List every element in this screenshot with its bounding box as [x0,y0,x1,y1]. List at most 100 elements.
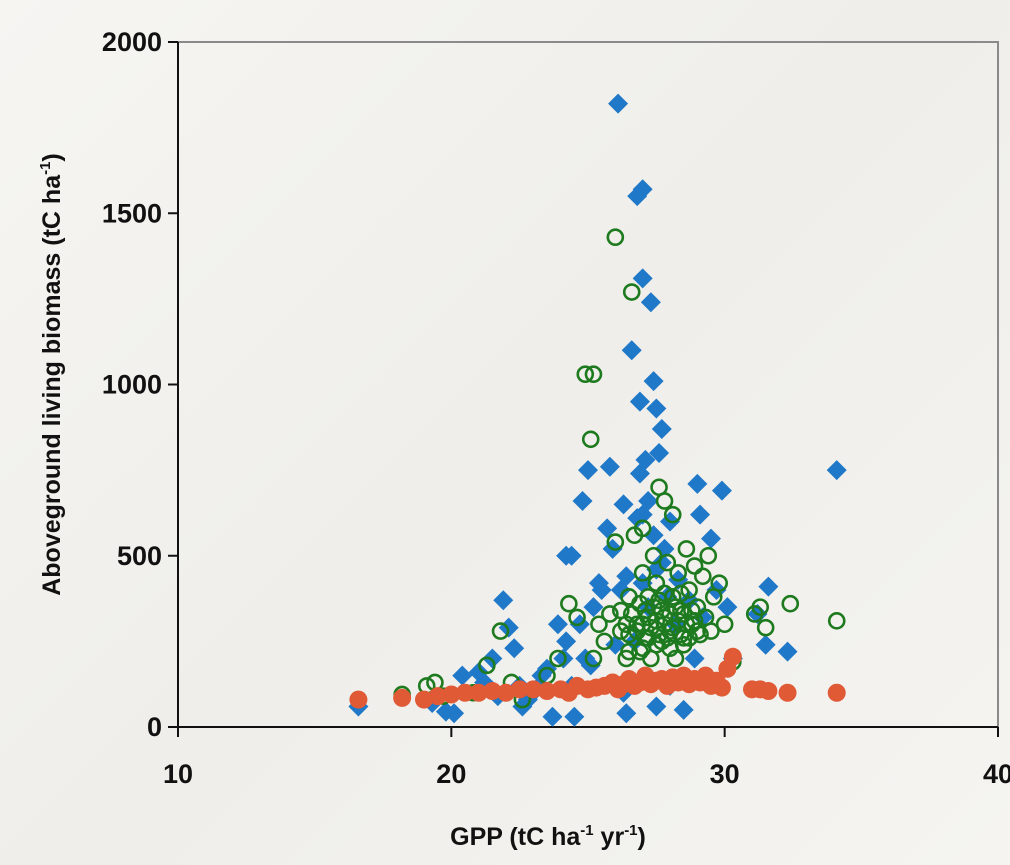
data-point-diamond [553,648,574,669]
data-point-diamond [444,703,465,724]
y-tick-label: 1000 [102,370,162,400]
data-point-diamond [651,419,672,440]
data-point-diamond [629,391,650,412]
data-point-open-circle [655,584,674,603]
data-point-filled-circle [510,680,529,699]
data-point-open-circle [693,567,712,586]
data-point-filled-circle [759,682,778,701]
data-point-diamond [687,473,708,494]
y-tick-label: 0 [147,712,162,742]
data-point-diamond [632,179,653,200]
data-point-open-circle [620,625,638,644]
data-point-diamond [717,597,738,618]
data-point-diamond [556,631,577,652]
data-point-diamond [583,597,604,618]
data-point-diamond [643,371,664,392]
data-point-diamond [777,641,798,662]
data-point-open-circle [606,228,625,247]
data-point-open-circle [663,588,682,606]
data-point-diamond [578,460,598,481]
data-point-diamond [452,665,473,686]
data-point-filled-circle [393,688,412,707]
data-point-diamond [755,634,776,655]
data-point-open-circle [622,283,641,301]
data-point-diamond [635,449,656,470]
x-tick-label: 30 [710,759,740,789]
data-point-open-circle [658,553,677,572]
data-point-diamond [649,443,670,463]
data-point-diamond [673,699,694,720]
data-point-open-circle [672,584,690,603]
data-point-filled-circle [723,647,742,666]
data-point-open-circle [595,632,614,651]
data-point-open-circle [715,615,734,634]
data-point-diamond [608,93,629,114]
data-point-filled-circle [538,682,556,701]
data-point-filled-circle [497,683,515,702]
data-point-open-circle [581,430,600,449]
data-point-diamond [572,490,593,511]
data-point-diamond [632,268,653,289]
data-point-open-circle [606,533,625,551]
x-tick-label: 10 [163,759,193,789]
data-point-diamond [638,490,659,511]
data-point-diamond [613,494,634,515]
y-axis-title-part: -1 [37,162,54,175]
data-point-open-circle [601,605,619,623]
data-point-diamond [561,545,582,566]
data-point-diamond [493,590,514,611]
y-axis-title: Aboveground living biomass (tC ha-1) [37,153,66,596]
data-point-open-circle [639,588,657,606]
data-point-diamond [690,504,711,525]
data-point-diamond [564,706,585,727]
y-axis-title-part: Aboveground living biomass (tC ha [38,174,66,596]
x-axis-title: GPP (tC ha-1 yr-1) [450,822,646,851]
data-point-diamond [616,566,637,587]
data-point-diamond [621,340,642,361]
data-point-diamond [547,614,568,635]
data-point-open-circle [639,608,657,627]
data-point-filled-circle [712,678,731,697]
data-point-diamond [826,460,847,481]
data-point-open-circle [685,612,704,630]
x-axis-title-part: ) [638,823,646,851]
data-point-open-circle [669,564,688,582]
x-axis-title-part: GPP (tC ha [450,823,581,851]
data-point-open-circle [655,492,674,510]
x-axis-title-part: -1 [624,822,637,839]
data-point-open-circle [781,594,800,613]
data-point-diamond [632,504,653,525]
data-point-open-circle [672,625,690,644]
data-point-open-circle [633,519,652,538]
data-point-open-circle [674,635,693,654]
data-point-open-circle [683,601,701,620]
data-point-open-circle [650,625,668,644]
data-point-diamond [684,648,705,669]
data-point-open-circle [666,649,685,668]
data-point-open-circle [827,612,846,630]
data-point-open-circle [677,540,696,558]
data-point-open-circle [680,581,698,599]
data-point-filled-circle [483,682,502,701]
data-point-diamond [640,292,661,313]
x-tick-label: 20 [436,759,466,789]
data-point-open-circle [584,649,603,668]
data-point-open-circle [751,598,770,616]
x-tick-label: 40 [983,759,1010,789]
data-point-open-circle [620,642,638,661]
data-point-diamond [504,638,525,659]
data-point-open-circle [590,615,608,634]
data-point-open-circle [560,594,578,613]
data-point-filled-circle [778,683,797,702]
data-point-open-circle [688,622,707,640]
data-point-diamond [646,696,667,717]
data-point-filled-circle [524,680,543,699]
data-point-open-circle [568,608,586,627]
y-tick-label: 500 [117,541,162,571]
data-point-filled-circle [469,683,488,702]
data-point-diamond [758,576,779,597]
data-point-filled-circle [428,687,447,706]
data-point-diamond [591,580,612,600]
data-point-diamond [646,398,667,419]
